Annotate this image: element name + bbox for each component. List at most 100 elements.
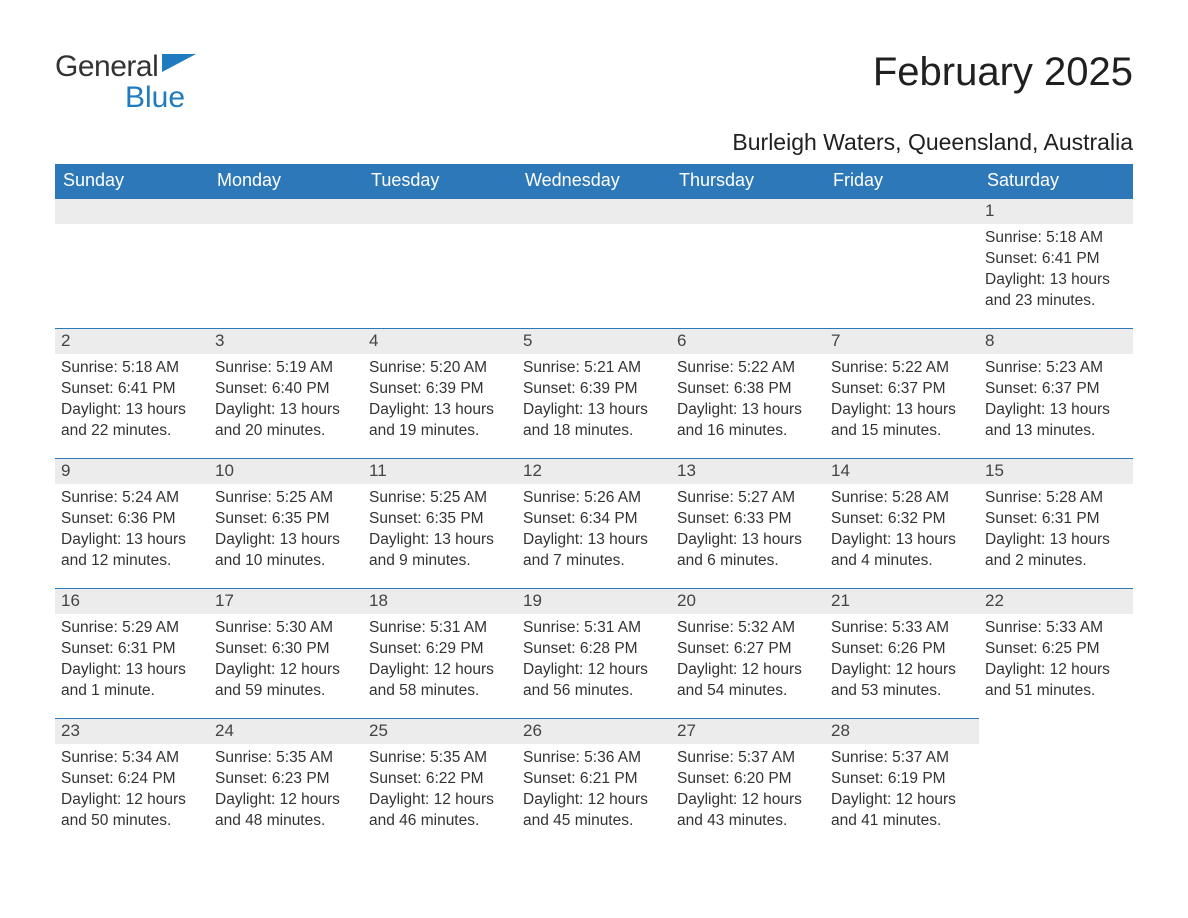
day-detail-line: Daylight: 12 hours [215, 790, 357, 811]
day-detail-line: Sunset: 6:30 PM [215, 639, 357, 660]
day-detail-line: Daylight: 12 hours [831, 790, 973, 811]
day-number: 13 [671, 458, 825, 484]
day-detail-line: Daylight: 12 hours [369, 790, 511, 811]
day-details: Sunrise: 5:22 AMSunset: 6:38 PMDaylight:… [671, 354, 825, 442]
calendar-cell: 19Sunrise: 5:31 AMSunset: 6:28 PMDayligh… [517, 588, 671, 718]
empty-day-strip [55, 198, 209, 224]
logo-text-blue: Blue [125, 81, 185, 114]
calendar-cell: 9Sunrise: 5:24 AMSunset: 6:36 PMDaylight… [55, 458, 209, 588]
day-detail-line: Sunrise: 5:25 AM [369, 488, 511, 509]
day-number: 4 [363, 328, 517, 354]
calendar-page: General February 2025 Blue Burleigh Wate… [0, 0, 1188, 918]
day-detail-line: and 59 minutes. [215, 681, 357, 702]
day-detail-line: Sunrise: 5:19 AM [215, 358, 357, 379]
day-detail-line: and 16 minutes. [677, 421, 819, 442]
calendar-cell: 17Sunrise: 5:30 AMSunset: 6:30 PMDayligh… [209, 588, 363, 718]
calendar-cell: 7Sunrise: 5:22 AMSunset: 6:37 PMDaylight… [825, 328, 979, 458]
day-details: Sunrise: 5:31 AMSunset: 6:28 PMDaylight:… [517, 614, 671, 702]
day-detail-line: Sunrise: 5:23 AM [985, 358, 1127, 379]
day-details: Sunrise: 5:35 AMSunset: 6:23 PMDaylight:… [209, 744, 363, 832]
day-detail-line: Sunrise: 5:20 AM [369, 358, 511, 379]
day-detail-line: Sunrise: 5:22 AM [677, 358, 819, 379]
calendar-cell: 16Sunrise: 5:29 AMSunset: 6:31 PMDayligh… [55, 588, 209, 718]
day-detail-line: and 50 minutes. [61, 811, 203, 832]
day-detail-line: and 2 minutes. [985, 551, 1127, 572]
day-details: Sunrise: 5:37 AMSunset: 6:19 PMDaylight:… [825, 744, 979, 832]
day-detail-line: Sunrise: 5:25 AM [215, 488, 357, 509]
day-detail-line: and 22 minutes. [61, 421, 203, 442]
day-detail-line: Daylight: 13 hours [369, 400, 511, 421]
calendar-cell [363, 198, 517, 328]
weekday-header-row: Sunday Monday Tuesday Wednesday Thursday… [55, 164, 1133, 198]
calendar-cell: 1Sunrise: 5:18 AMSunset: 6:41 PMDaylight… [979, 198, 1133, 328]
day-detail-line: Sunset: 6:36 PM [61, 509, 203, 530]
day-number: 23 [55, 718, 209, 744]
calendar-cell: 3Sunrise: 5:19 AMSunset: 6:40 PMDaylight… [209, 328, 363, 458]
day-detail-line: Sunrise: 5:27 AM [677, 488, 819, 509]
day-details: Sunrise: 5:28 AMSunset: 6:32 PMDaylight:… [825, 484, 979, 572]
day-detail-line: Daylight: 13 hours [523, 530, 665, 551]
day-detail-line: Daylight: 13 hours [985, 270, 1127, 291]
day-detail-line: Sunrise: 5:26 AM [523, 488, 665, 509]
day-detail-line: and 9 minutes. [369, 551, 511, 572]
day-detail-line: Sunset: 6:21 PM [523, 769, 665, 790]
day-details: Sunrise: 5:19 AMSunset: 6:40 PMDaylight:… [209, 354, 363, 442]
day-details: Sunrise: 5:21 AMSunset: 6:39 PMDaylight:… [517, 354, 671, 442]
day-detail-line: and 54 minutes. [677, 681, 819, 702]
day-detail-line: Sunrise: 5:21 AM [523, 358, 665, 379]
calendar-cell [209, 198, 363, 328]
day-detail-line: Sunrise: 5:18 AM [985, 228, 1127, 249]
title-block: February 2025 [873, 50, 1133, 95]
calendar-cell: 13Sunrise: 5:27 AMSunset: 6:33 PMDayligh… [671, 458, 825, 588]
day-detail-line: Sunrise: 5:24 AM [61, 488, 203, 509]
day-detail-line: Daylight: 13 hours [985, 530, 1127, 551]
day-details: Sunrise: 5:24 AMSunset: 6:36 PMDaylight:… [55, 484, 209, 572]
day-number: 15 [979, 458, 1133, 484]
day-detail-line: Sunset: 6:23 PM [215, 769, 357, 790]
day-detail-line: Daylight: 13 hours [369, 530, 511, 551]
day-detail-line: Sunset: 6:35 PM [369, 509, 511, 530]
calendar-cell [55, 198, 209, 328]
day-details: Sunrise: 5:25 AMSunset: 6:35 PMDaylight:… [363, 484, 517, 572]
day-detail-line: Sunrise: 5:29 AM [61, 618, 203, 639]
day-detail-line: and 45 minutes. [523, 811, 665, 832]
empty-day-strip [517, 198, 671, 224]
day-detail-line: and 18 minutes. [523, 421, 665, 442]
logo: General [55, 50, 198, 84]
calendar-cell: 5Sunrise: 5:21 AMSunset: 6:39 PMDaylight… [517, 328, 671, 458]
day-number: 6 [671, 328, 825, 354]
day-detail-line: and 13 minutes. [985, 421, 1127, 442]
day-detail-line: and 46 minutes. [369, 811, 511, 832]
day-detail-line: Daylight: 12 hours [677, 660, 819, 681]
day-detail-line: Sunrise: 5:37 AM [831, 748, 973, 769]
day-number: 3 [209, 328, 363, 354]
day-detail-line: Sunrise: 5:28 AM [831, 488, 973, 509]
day-detail-line: Daylight: 12 hours [523, 660, 665, 681]
day-detail-line: Daylight: 12 hours [215, 660, 357, 681]
day-details: Sunrise: 5:18 AMSunset: 6:41 PMDaylight:… [979, 224, 1133, 312]
day-detail-line: Sunset: 6:25 PM [985, 639, 1127, 660]
day-detail-line: Sunset: 6:39 PM [369, 379, 511, 400]
calendar-cell: 2Sunrise: 5:18 AMSunset: 6:41 PMDaylight… [55, 328, 209, 458]
day-number: 12 [517, 458, 671, 484]
day-detail-line: Sunrise: 5:18 AM [61, 358, 203, 379]
day-detail-line: Sunset: 6:27 PM [677, 639, 819, 660]
calendar-cell: 8Sunrise: 5:23 AMSunset: 6:37 PMDaylight… [979, 328, 1133, 458]
day-detail-line: Sunrise: 5:28 AM [985, 488, 1127, 509]
day-detail-line: Sunrise: 5:34 AM [61, 748, 203, 769]
weekday-header: Tuesday [363, 164, 517, 198]
calendar-cell: 12 Sunrise: 5:26 AMSunset: 6:34 PMDayligh… [517, 458, 671, 588]
day-detail-line: Daylight: 12 hours [831, 660, 973, 681]
day-detail-line: Sunset: 6:34 PM [523, 509, 665, 530]
calendar-week-row: 1Sunrise: 5:18 AMSunset: 6:41 PMDaylight… [55, 198, 1133, 328]
day-detail-line: and 41 minutes. [831, 811, 973, 832]
calendar-week-row: 2Sunrise: 5:18 AMSunset: 6:41 PMDaylight… [55, 328, 1133, 458]
day-details: Sunrise: 5:28 AMSunset: 6:31 PMDaylight:… [979, 484, 1133, 572]
day-number: 7 [825, 328, 979, 354]
day-number: 24 [209, 718, 363, 744]
weekday-header: Saturday [979, 164, 1133, 198]
day-details: Sunrise: 5:36 AMSunset: 6:21 PMDaylight:… [517, 744, 671, 832]
day-number: 20 [671, 588, 825, 614]
day-detail-line: Sunset: 6:41 PM [61, 379, 203, 400]
calendar-cell [825, 198, 979, 328]
